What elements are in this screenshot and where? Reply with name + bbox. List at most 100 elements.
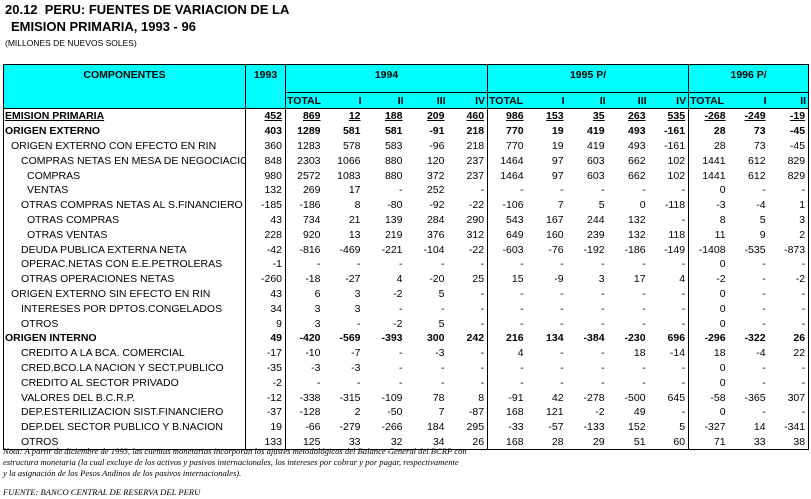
cell-value: -186	[624, 243, 646, 256]
row-label: OPERAC.NETAS CON E.E.PETROLERAS	[3, 256, 246, 272]
cell: 43	[245, 212, 286, 228]
subcolumn-header: III	[607, 92, 649, 109]
row-label: DEP.DEL SECTOR PUBLICO Y B.NACION	[3, 419, 246, 435]
cell-value: -18	[305, 273, 321, 286]
cell: 880	[364, 168, 406, 183]
cell: 242	[447, 330, 489, 346]
cell-value: 19	[551, 139, 564, 152]
cell-value: 18	[633, 347, 646, 360]
cell-value: -	[762, 406, 766, 419]
cell: -	[567, 257, 608, 272]
cell: 880	[364, 153, 406, 168]
cell: -161	[648, 123, 690, 139]
cell-value: -	[762, 184, 766, 197]
cell-value: 8	[478, 391, 485, 404]
cell-value: 15	[511, 273, 524, 286]
cell-value: -469	[339, 243, 361, 256]
cell: -	[527, 361, 567, 376]
row-label-text: CREDITO A LA BCA. COMERCIAL	[21, 347, 185, 360]
cell: 17	[608, 272, 649, 287]
cell-value: 5	[598, 199, 605, 212]
cell: -249	[729, 109, 769, 124]
cell-value: 28	[551, 435, 564, 448]
cell: 102	[648, 168, 690, 183]
table-row: ORIGEN EXTERNO SIN EFECTO EN RIN 43 6 3 -2 5 -…	[3, 286, 810, 302]
cell: 29	[566, 434, 608, 451]
cell-value: -	[801, 287, 806, 300]
cell-value: 300	[426, 332, 445, 345]
cell-value: -	[642, 287, 646, 300]
cell-value: 184	[426, 421, 445, 434]
cell: 12	[324, 109, 364, 124]
cell: -500	[608, 390, 649, 405]
cell-value: 34	[432, 435, 445, 448]
cell: -873	[768, 242, 810, 257]
cell-value: 269	[302, 184, 321, 197]
cell-value: 9	[759, 228, 766, 241]
cell: -161	[648, 138, 690, 154]
cell: -	[567, 346, 608, 361]
cell: -149	[648, 242, 690, 257]
cell: -	[729, 287, 769, 302]
cell-value: -322	[744, 332, 766, 345]
cell: -4	[729, 198, 769, 213]
row-label-text: ORIGEN INTERNO	[5, 332, 97, 345]
row-label: DEP.ESTERILIZACION SIST.FINANCIERO	[3, 404, 246, 420]
title: 20.12 PERU: FUENTES DE VARIACION DE LA	[5, 2, 290, 17]
cell: -	[648, 212, 690, 228]
cell: -19	[768, 108, 810, 124]
cell-value: -3	[716, 199, 726, 212]
cell-value: 3	[354, 302, 361, 315]
cell: 770	[488, 124, 527, 139]
cell: 1083	[324, 168, 364, 183]
cell-value: -535	[744, 243, 766, 256]
cell-value: 29	[592, 435, 605, 448]
cell-value: -	[681, 258, 686, 271]
row-label-text: OTROS	[21, 435, 59, 448]
cell: 33	[728, 434, 769, 451]
cell-value: 8	[354, 199, 361, 212]
cell-value: -4	[756, 199, 766, 212]
cell: 696	[648, 330, 690, 346]
cell: 6	[286, 287, 324, 302]
cell: -1	[245, 256, 286, 272]
cell-value: 219	[384, 228, 403, 241]
cell: 19	[527, 139, 567, 154]
cell-value: -76	[548, 243, 564, 256]
cell: -27	[324, 272, 364, 287]
cell: 603	[567, 153, 608, 168]
cell: 0	[689, 316, 729, 331]
cell-value: -	[480, 347, 485, 360]
cell: -185	[245, 197, 286, 213]
cell-value: 0	[719, 287, 726, 300]
cell-value: 612	[748, 154, 766, 167]
cell-value: -	[317, 258, 321, 271]
cell: 290	[447, 212, 489, 228]
cell-value: -12	[266, 391, 282, 404]
cell-value: -	[357, 317, 361, 330]
cell: -92	[406, 198, 448, 213]
cell: -186	[286, 198, 324, 213]
cell: -9	[527, 272, 567, 287]
cell: 19	[527, 124, 567, 139]
cell: 649	[488, 227, 527, 242]
cell-value: 5	[679, 421, 686, 434]
cell: 4	[364, 272, 406, 287]
cell-value: -161	[664, 139, 686, 152]
cell-value: -260	[260, 273, 282, 286]
cell: -322	[729, 331, 769, 346]
cell: -	[567, 183, 608, 198]
cell-value: -	[601, 361, 605, 374]
cell: 829	[768, 168, 810, 183]
subcolumn-header: TOTAL	[285, 92, 324, 109]
cell: -	[527, 301, 567, 316]
cell: 17	[324, 183, 364, 198]
cell-value: -19	[789, 110, 806, 123]
cell: -22	[447, 197, 489, 213]
cell-value: -185	[260, 199, 282, 212]
cell: -	[729, 361, 769, 376]
cell-value: 583	[384, 139, 403, 152]
cell: 4	[488, 346, 527, 361]
cell: 612	[729, 153, 769, 168]
subcolumn-header: II	[363, 92, 406, 109]
